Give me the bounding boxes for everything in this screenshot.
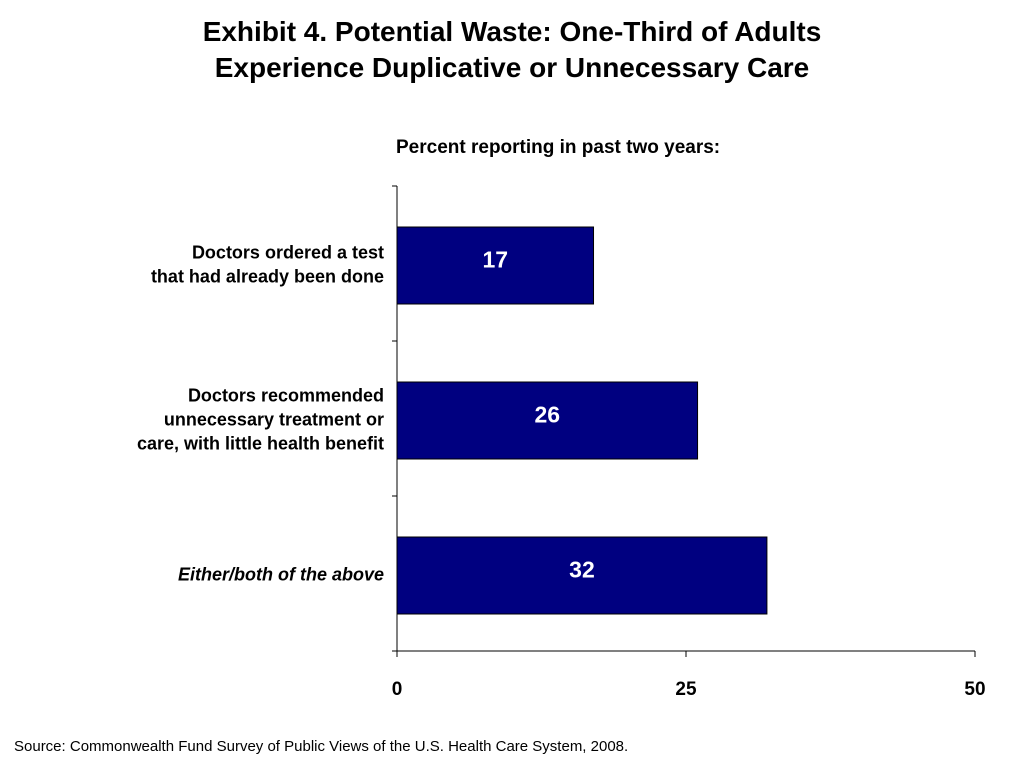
bar-value-label-1: 17	[482, 247, 508, 273]
x-tick-label-3: 50	[964, 679, 985, 700]
x-tick-label-2: 25	[675, 679, 697, 700]
chart-subtitle: Percent reporting in past two years:	[396, 137, 721, 158]
category-label-3-line-1: Either/both of the above	[178, 564, 384, 584]
bar-2	[396, 381, 699, 460]
category-label-1-line-1: Doctors ordered a test	[192, 242, 384, 262]
x-tick-label-1: 0	[392, 679, 403, 700]
category-label-2-line-3: care, with little health benefit	[137, 433, 384, 453]
bar-1	[396, 226, 595, 305]
chart-title-line-2: Experience Duplicative or Unnecessary Ca…	[214, 52, 810, 83]
category-label-1-line-2: that had already been done	[151, 266, 384, 286]
chart-title-line-1: Exhibit 4. Potential Waste: One-Third of…	[202, 16, 822, 47]
category-label-2-line-2: unnecessary treatment or	[164, 409, 384, 429]
bar-value-label-3: 32	[569, 557, 595, 583]
bar-3	[396, 536, 768, 615]
bar-value-label-2: 26	[534, 402, 560, 428]
chart-title: Exhibit 4. Potential Waste: One-Third of…	[0, 14, 1024, 86]
source-note: Source: Commonwealth Fund Survey of Publ…	[14, 738, 629, 755]
category-label-2-line-1: Doctors recommended	[188, 385, 384, 405]
